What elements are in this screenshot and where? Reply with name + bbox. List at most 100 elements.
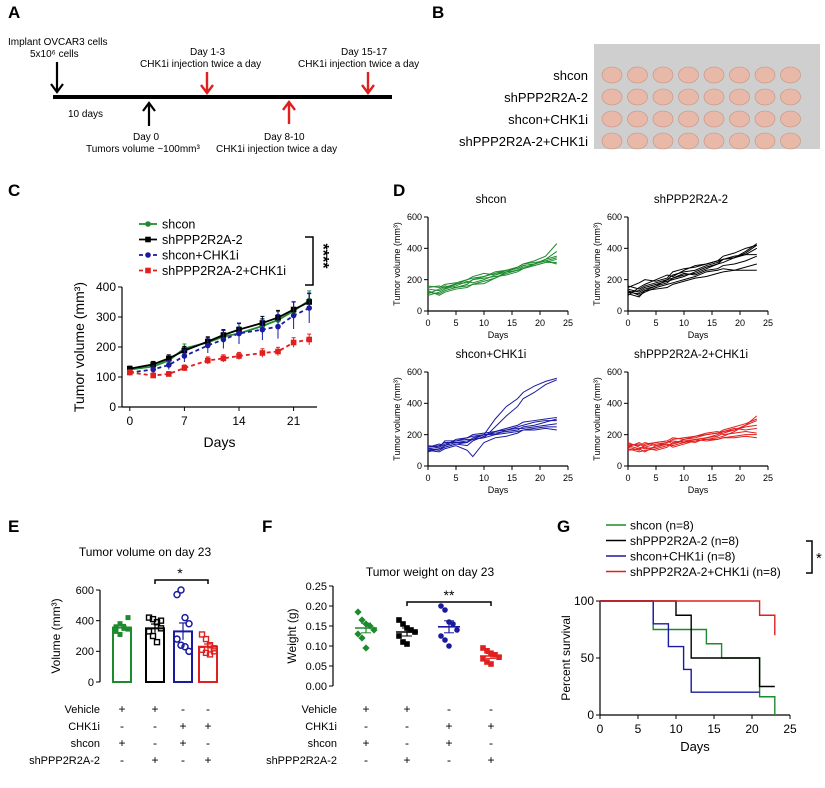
day8-10-arrow — [282, 100, 296, 124]
data-point — [117, 621, 123, 627]
tumor-0-2 — [652, 66, 674, 84]
design-row-label: shPPP2R2A-2 — [29, 755, 100, 767]
tumor-1-4 — [703, 88, 725, 106]
y-axis-label: Weight (g) — [285, 608, 299, 663]
y-tick-label: 0 — [617, 306, 622, 316]
survival-curve-1 — [600, 600, 775, 688]
design-cell: - — [120, 753, 124, 767]
day1-3-label: Day 1-3 — [190, 47, 225, 58]
y-tick-label: 600 — [607, 367, 622, 377]
significance-bracket — [406, 601, 492, 606]
cells-label: 5x10⁶ cells — [30, 49, 79, 60]
design-cell: + — [362, 702, 369, 716]
x-tick-label: 15 — [707, 722, 721, 736]
panel-label-c: C — [8, 181, 20, 200]
data-point — [202, 649, 210, 657]
day15-17-desc: CHK1i injection twice a day — [298, 59, 419, 70]
data-point — [177, 641, 185, 649]
y-axis-label: Tumor volume (mm³) — [392, 377, 402, 461]
x-tick-label: 5 — [635, 722, 642, 736]
tumor-2-3 — [678, 110, 699, 128]
design-cell: - — [153, 736, 157, 750]
tumor-2-1 — [627, 110, 648, 128]
mouse-line-6 — [627, 254, 757, 290]
panel-label-e: E — [8, 517, 19, 536]
data-point — [181, 353, 188, 359]
design-cell: + — [204, 753, 211, 767]
design-cell: + — [204, 719, 211, 733]
data-point — [181, 642, 189, 651]
legend-label: shPPP2R2A-2 — [162, 233, 243, 247]
significance-bracket — [806, 540, 813, 574]
y-tick-label: 0.15 — [306, 621, 327, 633]
data-point — [173, 590, 181, 599]
data-point — [145, 267, 151, 274]
significance-bracket — [305, 236, 314, 286]
y-tick-label: 0 — [109, 400, 116, 414]
subplot-2: shcon+CHK1i 0 5 10 15 20 25 0 200 400 600 Days Tumor… — [392, 349, 573, 495]
tumor-2-7 — [780, 110, 801, 128]
data-point — [198, 631, 206, 638]
y-tick-label: 400 — [407, 398, 422, 408]
data-point — [150, 361, 156, 368]
y-tick-label: 600 — [407, 367, 422, 377]
y-tick-label: 200 — [407, 430, 422, 440]
day15-17-arrow — [361, 72, 375, 95]
mouse-line-0 — [427, 377, 557, 451]
x-tick-label: 25 — [763, 318, 773, 328]
data-point — [438, 633, 444, 639]
x-axis-label: Days — [688, 485, 709, 495]
mouse-line-6 — [627, 418, 757, 448]
day0-label: Day 0 — [133, 132, 160, 143]
tumor-3-2 — [652, 132, 674, 150]
data-point — [205, 357, 211, 364]
x-tick-label: 25 — [783, 722, 797, 736]
panel-g-chart: 0 5 10 15 20 25 0 50 100 Days Percent survival shco… — [559, 519, 822, 755]
tumor-1-6 — [754, 88, 776, 106]
series-line-3 — [129, 338, 310, 377]
data-point — [150, 366, 156, 373]
y-axis-label: Tumor volume (mm³) — [392, 222, 402, 306]
significance-label: * — [816, 550, 822, 567]
data-point — [259, 350, 266, 356]
design-cell: - — [120, 719, 124, 733]
significance-bracket — [154, 579, 209, 584]
data-point — [400, 639, 406, 645]
data-point — [236, 353, 242, 359]
design-row-label: shcon — [71, 738, 100, 750]
x-tick-label: 10 — [479, 318, 489, 328]
data-point — [173, 635, 181, 643]
tumor-3-1 — [627, 132, 648, 150]
tumor-0-5 — [729, 66, 750, 84]
design-cell: + — [151, 702, 158, 716]
y-tick-label: 400 — [407, 243, 422, 253]
data-point — [290, 339, 297, 346]
subplot-0: shcon 0 5 10 15 20 25 0 200 400 600 Days Tumor volum… — [392, 194, 573, 340]
x-tick-label: 0 — [425, 473, 430, 483]
data-point — [488, 661, 494, 667]
data-point — [177, 586, 185, 594]
design-cell: + — [151, 753, 158, 767]
data-point — [446, 643, 452, 649]
y-tick-label: 0 — [417, 306, 422, 316]
y-tick-label: 600 — [407, 212, 422, 222]
y-axis-label: Volume (mm³) — [49, 598, 63, 673]
tumor-3-3 — [678, 132, 699, 150]
x-axis-label: Days — [488, 330, 509, 340]
data-point — [153, 638, 161, 646]
design-cell: - — [489, 736, 493, 750]
legend-label: shPPP2R2A-2+CHK1i (n=8) — [630, 565, 781, 579]
data-point — [205, 342, 211, 349]
day8-10-label: Day 8-10 — [264, 132, 305, 143]
mouse-line-6 — [427, 257, 557, 289]
tumor-grid — [601, 66, 801, 150]
design-cell: + — [179, 719, 186, 733]
data-point — [157, 625, 165, 632]
data-point — [496, 654, 502, 660]
legend-label: shcon+CHK1i — [162, 249, 239, 263]
data-point — [484, 659, 490, 665]
subplot-title: shcon+CHK1i — [456, 349, 527, 361]
design-cell: + — [487, 753, 494, 767]
data-point — [358, 634, 366, 642]
